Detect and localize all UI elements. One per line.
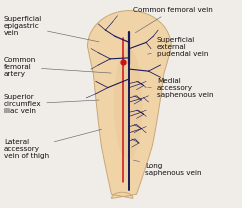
- Text: Superficial
external
pudendal vein: Superficial external pudendal vein: [148, 37, 208, 57]
- Text: Common
femoral
artery: Common femoral artery: [4, 57, 111, 77]
- Polygon shape: [88, 11, 171, 198]
- Text: Long
saphenous vein: Long saphenous vein: [133, 160, 201, 176]
- Text: Superior
circumflex
iliac vein: Superior circumflex iliac vein: [4, 94, 99, 114]
- Text: Medial
accessory
saphenous vein: Medial accessory saphenous vein: [148, 78, 213, 98]
- Text: Common femoral vein: Common femoral vein: [133, 7, 213, 33]
- Text: Lateral
accessory
vein of thigh: Lateral accessory vein of thigh: [4, 129, 102, 159]
- Ellipse shape: [114, 48, 143, 160]
- Text: Superficial
epigastric
vein: Superficial epigastric vein: [4, 16, 99, 42]
